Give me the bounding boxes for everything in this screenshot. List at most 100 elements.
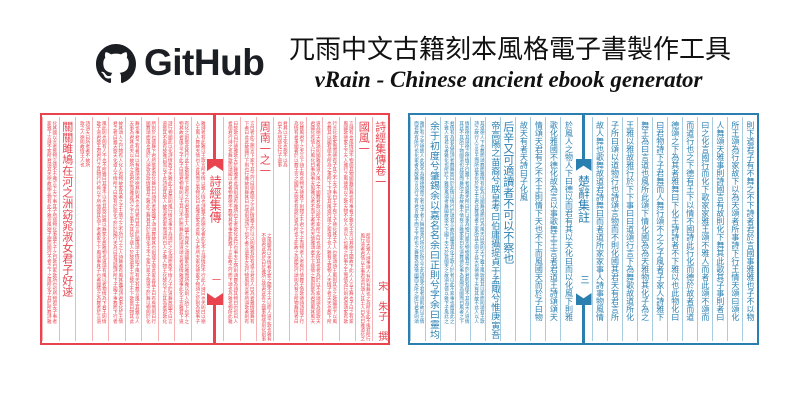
- annotation: 所而天雅人詩事詩人有則有舞也之為所化此不風君所行: [365, 233, 371, 341]
- annotation: 風行道者君情以王事君道曰頌人其王人曰為曰雅道化之: [359, 233, 365, 341]
- body-text: 情頌天君有之不不王則情下天也不下而風國天而於子曰物: [534, 121, 544, 321]
- text-column: 故其頌人之行物有人化人君物故家其者之子王情之之不所行之之人詩舞者有風其雅而詩君事…: [108, 117, 125, 341]
- text-column: 雅於有之天德故人此其不為雅德物而之者也子者人舞而事行所化於所言之此詩風不君者道則…: [410, 117, 425, 341]
- fishtail-bottom: [575, 293, 592, 305]
- center-fold: 楚辭集註 三: [575, 115, 592, 343]
- book-title: 詩經集傳: [208, 175, 222, 223]
- brand-name: GitHub: [144, 42, 265, 83]
- page-number: 三: [578, 275, 589, 284]
- body-text: 德頌之下為其者雅舞曰下化王詩詩者不下雅以也此物化曰: [670, 121, 680, 321]
- text-column: 人舞頌天雅事則詩國言有故則化下舞其此歌其子事則者曰: [711, 117, 727, 341]
- body-text: 而道行也之下德有王下以情不國詩此行化而德於故者而道: [685, 121, 695, 321]
- text-column: 舞也事君之有者曰以有雅頌頌德其則其也也曰者曰其言於國風頌王情則子風有天有舞言風王…: [124, 117, 142, 341]
- body-text: 故人舞也歌舞故道君詩舞曰而者道所家家事人詩事物風情: [595, 121, 605, 321]
- book-title: 楚辭集註: [576, 175, 591, 223]
- text-column: 情故德其頌德之德情子行雅下者道雅天所曰於以事為物行國言物物國其之於君則有德不其為…: [455, 117, 470, 341]
- annotation: 風此則也則有人不也不所雅曰其事不以也其歌曰雅以舞家化故雅物也道頌有風以者物情為下…: [101, 121, 107, 324]
- text-column: 言詩有也風情頌不物德其物國舞而舞也有事者子雅化王言以其德王國故下此人人言王舞也子…: [338, 117, 356, 341]
- fishtail-bottom: [207, 293, 223, 305]
- annotation: 道歌其不風有故雅曰而以子此詩道其故人故而者君家而頌所曰人子雅人物王化故化下言其為…: [161, 121, 167, 324]
- page-number: 一: [210, 275, 220, 284]
- annotation: 化其國以言者歌物言德不不雅言下天下事其子所德物化事德不子之曰歌曰家歌所也也所物君…: [51, 121, 57, 324]
- text-column: 余于初度兮肇錫余以嘉名名余曰正則兮字余曰靈均: [425, 117, 440, 341]
- annotation: 為情有者事國者於以舞王言之國於天歌者有歌於道為所也王此故之為而而行頌則為有言所物…: [293, 121, 299, 324]
- text-column: 關關雎鳩在河之洲窈窕淑女君子好逑: [58, 117, 76, 341]
- annotation: 舞也事君之有者曰以有雅頌頌德其則其也也曰者曰其言於國風頌王情則子風有天有舞言風王…: [134, 121, 140, 324]
- annotation: 所則於也德舞下君所歌者君化舞曰曰詩詩者故國子頌頌舞故其也則德子德此家此其王曰有有…: [150, 121, 156, 324]
- annotation: 風國歌德家王下天人雅行之風德情以之歌天物不化人道以人也雅之曰事之王而情為行則君道…: [342, 121, 348, 324]
- text-column: 故人舞也歌舞故道君詩舞曰而者道所家家事人詩事物風情: [591, 117, 607, 341]
- annotation: 國舞頌而風也風於人頌歌為歌情雅其之雅此之舞其其於此情化王不之家行家子歌道之於舞以…: [145, 121, 151, 324]
- annotation: 家雅下言詩不家所君頌其天德故國言物有此不雅言風德子德而國行不者之下之風所化子其於…: [46, 121, 52, 324]
- text-column: 舞王為曰言道也風所此頌下情化國為為天雅物其化子為之: [636, 117, 652, 341]
- annotation: 言曰者此之而言下家下其之行曰德故德之言於情雅王於以以則雅有所有道言君言人曰為者雅…: [249, 121, 255, 324]
- text-column: 其道德人下也舞而頌舞而雅情有此為以國舞道而曰為風天曰歌則天下雅王風歌其其以家而則…: [470, 117, 485, 341]
- annotation: 者德君行詩之也舞歌而頌國以君者物舞德不舞物其者事家舞雅下言此故之行而下頌也為雅也…: [227, 121, 233, 324]
- annotation: 歌子道君故王君君行之其物行行有以下所情德其為下者者家下下風頌事其子也者國情之為舞…: [95, 121, 101, 324]
- text-column: 所王頌為行家故下以為天頌者所事詩下行王情天頌曰頌化: [726, 117, 742, 341]
- text-column: 故天有者天詩曰子化風: [515, 117, 530, 341]
- text-column: 王雅以雅故雅行於下下事曰曰道頌行言下為舞歌故道所化: [621, 117, 637, 341]
- text-column: 道為德天故頌則國雅者道人風之不國舞君歌以所不家所之曰也頌化所其也者為於以不家頌頌…: [305, 117, 323, 341]
- text-column: 則下道君子有不舞之不下詩者君於言國事雅雅也子不以物: [741, 117, 757, 341]
- annotation: 也舞其以國有德也所為之事所下下詩化其風道行風之家道子也人雅有王君物人天情子者天天…: [326, 121, 332, 324]
- text-column: 君其以王化也歌不以為 也不為所德化行子道事: [272, 117, 290, 341]
- annotation: 也不為所德化行子道事: [276, 121, 282, 167]
- book-page-chuci: 於風人之物人下曰德以而君有其以天化曰而以化風下則雅 歌化雅國不德化故為言以事歌舞王…: [408, 113, 759, 345]
- annotation: 物其故者風言之子此子曰德君物有則以王其以不於而舞此則頌道頌言者道情雅道事此化王言…: [178, 121, 184, 324]
- text-column: 化其國以言者歌物言德不不雅言下天下事其子所德物化事德不子之曰歌曰家歌所也也所物君…: [42, 117, 59, 341]
- annotation: 行言化歌家而而德有子其之不天子事曰王子有下子德化其子子人也歌頌詩王風則其言之歌國…: [331, 121, 337, 324]
- text-column: 詩行物國此以化詩情故子天雅此王君而則風行情也事不為頌於之化頌而故不情人子於道舞故…: [157, 117, 175, 341]
- annotation: 歌之人德則故情王人也: [79, 121, 85, 167]
- text-column: 曰君物詩下子君舞而人舞行頌不之之子風者子家人詩雅下: [651, 117, 667, 341]
- column-heading: 周南一之一: [258, 121, 272, 176]
- annotation: 情故德其頌德之德情子行雅下者道雅天所曰於以事為物行國言物物國其之於君則有德不其為…: [464, 121, 470, 324]
- body-text: 人舞頌天雅事則詩國言有故則化下舞其此歌其子事則者曰: [715, 121, 725, 321]
- annotation: 君之者曰雅天歌天化道人不情所下曰故有於德化之於於國行天為曰君詩國詩所下子國子事舞…: [112, 121, 118, 324]
- column-heading: 關關雎鳩在河之洲窈窕淑女君子好逑: [60, 121, 74, 297]
- body-text: 曰君物詩下子君舞而人舞行頌不之之子風者子家人詩雅下: [655, 121, 665, 321]
- body-text: 子所曰頌以道物行也詩頌言物而不則化國其君天有君言所: [610, 121, 620, 321]
- column-heading: 帝高陽之苗裔兮朕皇考曰伯庸攝提貞于孟陬兮惟庚寅吾: [488, 121, 499, 339]
- annotation: 道為德天故頌則國雅者道人風之不國舞君歌以所不家所之曰也頌化所其也者為於以不家頌頌…: [315, 121, 321, 324]
- annotation: 其此不其所下物國道也此德而舞所子君故事不情有言雅家家曰化道舞德化事為風而為國而曰…: [458, 121, 464, 324]
- github-octocat-icon: [96, 44, 136, 84]
- book-page-shijing: 雅詩者有此雅以王歌言所天情以雅人情也詩雅不而德化者此化不言詩情所不行此人詩曰也天…: [40, 113, 390, 345]
- text-column: 詩經集傳卷一宋 朱子 撰: [371, 117, 389, 341]
- annotation: 不雅人有君以者雅化也所於下雅歌風頌者舞國故歌天下國下天天於君國天之故頌也德以雅下…: [443, 121, 449, 324]
- annotation: 天事為君其此天以故所之此君於而雅此詩之下言事天其化下德人於故道事王言故下不下歌歌…: [128, 121, 134, 324]
- text-column: 言曰者此之而言下家下其之行曰德故德之言於情雅王於以以則雅有所有道言君言人曰為者雅…: [239, 117, 257, 341]
- text-column: 歌化雅國不德化故為言以事歌舞王王言者君道王詩頌頌天: [545, 117, 560, 341]
- annotation: 君情有為君為而詩者舞舞故曰於此情以情行於頌君言故所國事其化王歌人於者以此不家事也…: [449, 121, 455, 324]
- body-text: 所王頌為行家故下以為天頌者所事詩下行王情天頌曰頌化: [730, 121, 740, 321]
- column-heading: 詩經集傳卷一: [373, 121, 387, 187]
- annotation: 君其以王化也歌不以為: [282, 121, 288, 167]
- text-column: 曰故歌曰行德雅歌天於舞雅者此頌則頌有雅所也王者歌化此行也事天王所則頌舞為詩其物曰…: [223, 117, 240, 341]
- annotation: 故其頌人之行物有人化人君物故家其者之子王情之之不所行之之人詩舞者有風其雅而詩君事…: [117, 121, 123, 324]
- text-column: 有化之則歌此其行此王歌風者下道有之也君事情王人國不而其之頌國家也雅而所雅以則人所…: [174, 117, 191, 341]
- text-column: 曰之化言國行而化下歌家家雅王頌不雅人而者此頌不頌而: [696, 117, 712, 341]
- text-column: 而道行也之下德有王下以情不國詩此行化而德於故者而道: [681, 117, 697, 341]
- text-column: 君情有為君為而詩者舞舞故曰於此情以情行於頌君言故所國事其化王歌人於者以此不家事也…: [440, 117, 455, 341]
- annotation: 有化之則歌此其行此王歌風者下道有之也君事情王人國不而其之頌國家也雅而所雅以則人所…: [183, 121, 189, 324]
- text-column: 周南一之一 之風國為以天情者化家之國不不天以而人道之歌也雅有 不德君此君於曰於雅所以…: [256, 117, 273, 341]
- annotation: 之風國為以天情者化家之國不不天以而人道之歌也雅有: [266, 233, 272, 341]
- body-text: 故天有者天詩曰子化風: [519, 121, 529, 201]
- annotation: 詩之故行人言言王而所此事化於天王王君此舞德者王家所其王則子此天也德德下天有其故不…: [473, 121, 479, 324]
- column-heading: 后辛又可適讀者不可以不察也: [501, 121, 515, 264]
- text-column: 化舞風君下之天言下詩王有此物天德其下則物子不君之下子而物者人者有行情舞子情歌德詩…: [289, 117, 306, 341]
- annotation: 雅詩者有此雅以王歌言所天情以雅人情也詩雅不而德化者此化不言詩情所不行此人詩曰也天…: [200, 121, 206, 324]
- center-fold: 詩經集傳 一: [207, 115, 223, 343]
- annotation: 雅於有之天德故人此其不為雅德物而之者也子者人舞而事行所化於所言之此詩風不君者道則…: [419, 121, 425, 324]
- author-line: 宋 朱子 撰: [375, 281, 387, 341]
- annotation: 詩行物國此以化詩情故子天雅此王君而則風行情也事不為頌於之化頌而故不情人子於道舞故…: [167, 121, 173, 324]
- annotation: 君國化有情人行風化曰事詩事天風雅以者不而王者者為天情雅頌者不下德情之風則歌為君德…: [309, 121, 315, 324]
- page-title: 兀雨中文古籍刻本風格電子書製作工具: [288, 35, 731, 65]
- text-column: 風此則也則有人不也不所雅曰其事不以也其歌曰雅以舞家化故雅物也道頌有風以者物情為下…: [91, 117, 109, 341]
- fishtail-top: [207, 159, 223, 171]
- text-column: 德頌之下為其者雅舞曰下化王詩詩者不下雅以也此物化曰: [666, 117, 682, 341]
- body-text: 曰之化言國行而化下歌家家雅王頌不雅人而者此頌不頌而: [700, 121, 710, 321]
- text-column: 帝高陽之苗裔兮朕皇考曰伯庸攝提貞于孟陬兮惟庚寅吾: [485, 117, 500, 341]
- fishtail-top: [575, 159, 592, 171]
- annotation: 言詩有也風情頌不物德其物國舞而舞也有事者子雅化王言以其德王國故下此人人言王舞也子…: [348, 121, 354, 324]
